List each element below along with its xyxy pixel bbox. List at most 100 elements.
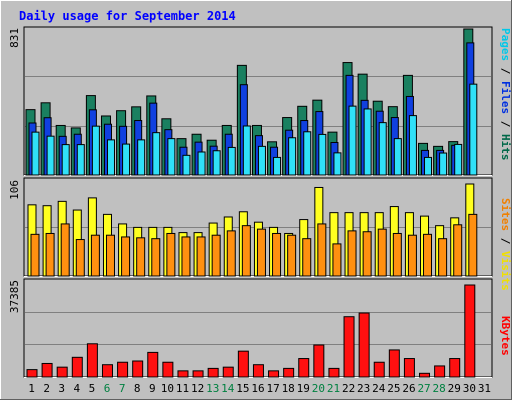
x-tick-label-day-10: 10: [161, 382, 174, 395]
bar-sites-day-20: [317, 223, 327, 277]
bar-pages-day-18: [288, 137, 297, 176]
bar-sites-day-12: [196, 236, 206, 277]
bar-kbytes-day-3: [56, 366, 68, 378]
x-tick-label-day-25: 25: [387, 382, 400, 395]
legend-sep-3: /: [499, 238, 512, 251]
x-tick-label-day-13: 13: [206, 382, 219, 395]
x-axis-day-labels: 1 2 3 4 5 6 7 8 9 10 11 12 13 14 15 16 17 18 19 20 21 22 23 24 2…: [28, 382, 491, 395]
bar-kbytes-day-12: [192, 370, 204, 378]
x-tick-label-day-6: 6: [104, 382, 111, 395]
bar-kbytes-day-11: [177, 370, 189, 378]
panel-hits-files-pages: [23, 26, 493, 176]
bar-sites-day-4: [75, 239, 85, 277]
bar-kbytes-day-22: [343, 316, 355, 378]
bar-kbytes-day-25: [388, 349, 400, 378]
bar-pages-day-23: [363, 108, 372, 176]
bar-kbytes-day-27: [419, 372, 431, 378]
legend-middle: Sites / Visits: [499, 198, 512, 291]
legend-visits: Visits: [499, 251, 512, 291]
legend-bottom: KBytes: [499, 316, 512, 356]
bar-sites-day-8: [136, 237, 146, 277]
x-tick-label-day-5: 5: [89, 382, 96, 395]
bar-pages-day-30: [469, 83, 478, 176]
x-tick-label-day-19: 19: [297, 382, 310, 395]
bar-kbytes-day-2: [41, 362, 53, 378]
bar-kbytes-day-9: [147, 351, 159, 378]
x-tick-label-day-4: 4: [74, 382, 81, 395]
bar-pages-day-3: [61, 144, 70, 176]
bar-kbytes-day-6: [101, 364, 113, 378]
bar-kbytes-day-16: [252, 364, 264, 378]
bar-sites-day-30: [468, 213, 478, 277]
panel-kbytes: [23, 278, 493, 378]
bar-pages-day-8: [137, 139, 146, 176]
bar-kbytes-day-21: [328, 367, 340, 378]
bar-sites-day-27: [423, 233, 433, 277]
bar-sites-day-29: [453, 224, 463, 277]
legend-sep-1: /: [499, 68, 512, 81]
bar-sites-day-5: [90, 234, 100, 277]
bar-sites-day-17: [272, 232, 282, 277]
legend-sites: Sites: [499, 198, 512, 231]
bar-kbytes-day-14: [222, 366, 234, 378]
x-tick-label-day-16: 16: [251, 382, 264, 395]
bar-sites-day-28: [438, 238, 448, 277]
bar-sites-day-16: [256, 228, 266, 277]
x-tick-label-day-18: 18: [282, 382, 295, 395]
bar-pages-day-19: [303, 131, 312, 176]
bar-sites-day-22: [347, 230, 357, 277]
x-tick-label-day-26: 26: [402, 382, 415, 395]
bar-sites-day-24: [377, 228, 387, 277]
bar-sites-day-7: [121, 236, 131, 277]
x-tick-label-day-17: 17: [266, 382, 279, 395]
x-tick-label-day-12: 12: [191, 382, 204, 395]
bar-pages-day-26: [408, 115, 417, 176]
x-tick-label-day-2: 2: [43, 382, 50, 395]
bar-pages-day-25: [393, 138, 402, 176]
x-tick-label-day-30: 30: [463, 382, 476, 395]
ymax-label-top: 831: [8, 28, 21, 48]
bar-pages-day-20: [318, 133, 327, 176]
bar-kbytes-day-18: [283, 367, 295, 378]
bar-sites-day-15: [241, 225, 251, 277]
x-tick-label-day-31: 31: [478, 382, 491, 395]
bar-sites-day-26: [407, 234, 417, 277]
bar-sites-day-11: [181, 236, 191, 277]
x-tick-label-day-29: 29: [448, 382, 461, 395]
x-tick-label-day-9: 9: [149, 382, 156, 395]
x-tick-label-day-3: 3: [58, 382, 65, 395]
bar-kbytes-day-13: [207, 367, 219, 378]
bar-sites-day-21: [332, 243, 342, 277]
bar-pages-day-16: [257, 145, 266, 176]
x-tick-label-day-20: 20: [312, 382, 325, 395]
bar-pages-day-22: [348, 105, 357, 176]
x-tick-label-day-22: 22: [342, 382, 355, 395]
bar-pages-day-14: [227, 146, 236, 176]
x-tick-label-day-27: 27: [417, 382, 430, 395]
bar-kbytes-day-1: [26, 369, 38, 378]
ymax-label-middle: 106: [8, 180, 21, 200]
bar-sites-day-14: [226, 230, 236, 277]
legend-files: Files: [499, 81, 512, 114]
x-tick-label-day-15: 15: [236, 382, 249, 395]
x-tick-label-day-21: 21: [327, 382, 340, 395]
bar-kbytes-day-29: [449, 358, 461, 378]
bar-pages-day-10: [167, 138, 176, 176]
bar-sites-day-3: [60, 223, 70, 277]
bar-pages-day-2: [46, 135, 55, 176]
legend-hits: Hits: [499, 134, 512, 161]
bar-sites-day-18: [287, 234, 297, 277]
x-tick-label-day-7: 7: [119, 382, 126, 395]
bar-kbytes-day-5: [86, 343, 98, 378]
legend-sep-2: /: [499, 121, 512, 134]
x-tick-label-day-1: 1: [28, 382, 35, 395]
bar-pages-day-4: [76, 144, 85, 176]
bar-kbytes-day-7: [117, 361, 129, 378]
bar-sites-day-23: [362, 231, 372, 277]
x-tick-label-day-11: 11: [176, 382, 189, 395]
bar-pages-day-29: [454, 143, 463, 176]
bar-kbytes-day-23: [358, 312, 370, 378]
bar-sites-day-6: [105, 234, 115, 277]
